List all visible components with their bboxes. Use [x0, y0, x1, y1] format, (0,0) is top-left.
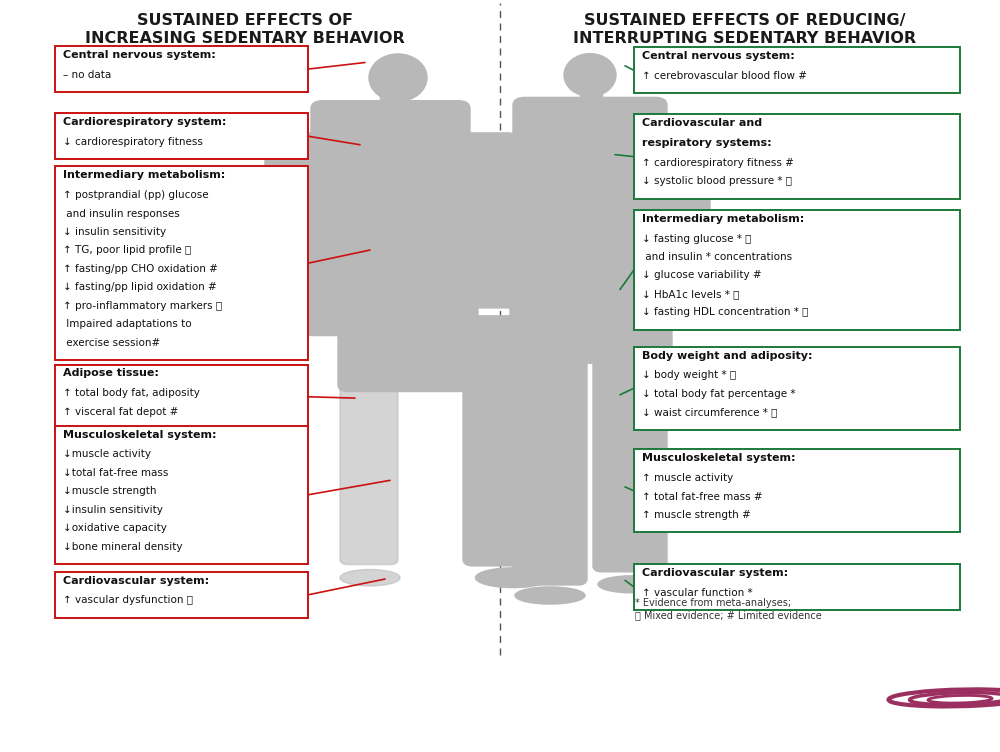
Text: ↓oxidative capacity: ↓oxidative capacity [63, 523, 167, 533]
Text: ↑ postprandial (pp) glucose: ↑ postprandial (pp) glucose [63, 190, 209, 200]
FancyBboxPatch shape [55, 46, 308, 92]
FancyBboxPatch shape [634, 347, 960, 429]
Text: ↓ insulin sensitivity: ↓ insulin sensitivity [63, 227, 166, 237]
Text: ↓ fasting glucose * ❓: ↓ fasting glucose * ❓ [642, 234, 751, 244]
Text: ↑ visceral fat depot #: ↑ visceral fat depot # [63, 407, 178, 417]
Text: society·: society· [870, 731, 916, 744]
Text: * Evidence from meta-analyses;
❓ Mixed evidence; # Limited evidence: * Evidence from meta-analyses; ❓ Mixed e… [635, 599, 822, 620]
Text: – no data: – no data [63, 70, 111, 80]
FancyBboxPatch shape [647, 143, 710, 308]
Text: Cardiovascular system:: Cardiovascular system: [642, 568, 788, 578]
Text: Cardiorespiratory system:: Cardiorespiratory system: [63, 117, 226, 127]
Text: Impaired adaptations to: Impaired adaptations to [63, 319, 192, 329]
Text: ↓ fasting HDL concentration * ❓: ↓ fasting HDL concentration * ❓ [642, 308, 808, 317]
FancyBboxPatch shape [55, 572, 308, 618]
Text: Adipose tissue:: Adipose tissue: [63, 368, 159, 378]
Text: ↓ fasting/pp lipid oxidation #: ↓ fasting/pp lipid oxidation # [63, 282, 217, 293]
FancyBboxPatch shape [380, 87, 405, 111]
FancyBboxPatch shape [472, 143, 535, 308]
Text: ↓muscle activity: ↓muscle activity [63, 450, 151, 459]
Text: ↓ systolic blood pressure * ❓: ↓ systolic blood pressure * ❓ [642, 177, 792, 186]
Text: Intermediary metabolism:: Intermediary metabolism: [642, 214, 804, 224]
FancyBboxPatch shape [55, 113, 308, 159]
FancyBboxPatch shape [634, 114, 960, 199]
Text: ↑ cerebrovascular blood flow #: ↑ cerebrovascular blood flow # [642, 71, 807, 81]
FancyBboxPatch shape [338, 316, 533, 392]
Text: Intermediary metabolism:: Intermediary metabolism: [63, 171, 225, 180]
Text: SUSTAINED EFFECTS OF
INCREASING SEDENTARY BEHAVIOR: SUSTAINED EFFECTS OF INCREASING SEDENTAR… [85, 13, 405, 46]
Text: Central nervous system:: Central nervous system: [642, 51, 795, 62]
FancyBboxPatch shape [340, 376, 398, 565]
Text: ↓ waist circumference * ❓: ↓ waist circumference * ❓ [642, 408, 777, 417]
Text: ↑ total body fat, adiposity: ↑ total body fat, adiposity [63, 388, 200, 399]
FancyBboxPatch shape [513, 346, 587, 585]
Text: Cardiovascular and: Cardiovascular and [642, 118, 762, 129]
Ellipse shape [515, 587, 585, 604]
Text: ↓ cardiorespiratory fitness: ↓ cardiorespiratory fitness [63, 137, 203, 147]
Text: SUSTAINED EFFECTS OF REDUCING/
INTERRUPTING SEDENTARY BEHAVIOR: SUSTAINED EFFECTS OF REDUCING/ INTERRUPT… [573, 13, 917, 46]
FancyBboxPatch shape [634, 47, 960, 93]
Text: ↓ total body fat percentage *: ↓ total body fat percentage * [642, 389, 796, 399]
Ellipse shape [564, 53, 616, 96]
Text: Central nervous system:: Central nervous system: [63, 50, 216, 60]
Text: REVIEWS: REVIEWS [18, 713, 128, 732]
Text: physiological: physiological [870, 705, 947, 718]
Ellipse shape [369, 54, 427, 102]
Text: Musculoskeletal system:: Musculoskeletal system: [63, 429, 216, 440]
Text: ↓muscle strength: ↓muscle strength [63, 487, 156, 496]
FancyBboxPatch shape [634, 210, 960, 329]
Text: . © 2023: . © 2023 [148, 713, 235, 730]
Text: ↓insulin sensitivity: ↓insulin sensitivity [63, 505, 163, 514]
Text: american: american [870, 678, 926, 692]
Text: ↑ vascular function *: ↑ vascular function * [642, 587, 753, 598]
Text: ↑ TG, poor lipid profile ❓: ↑ TG, poor lipid profile ❓ [63, 245, 191, 256]
Text: PHYSIOLOGICAL: PHYSIOLOGICAL [18, 669, 212, 690]
FancyBboxPatch shape [510, 274, 672, 363]
Text: ↓total fat-free mass: ↓total fat-free mass [63, 468, 168, 478]
Text: and insulin * concentrations: and insulin * concentrations [642, 252, 792, 262]
FancyBboxPatch shape [311, 101, 470, 291]
FancyBboxPatch shape [634, 564, 960, 610]
FancyBboxPatch shape [55, 426, 308, 564]
FancyBboxPatch shape [580, 87, 602, 108]
FancyBboxPatch shape [513, 98, 667, 294]
Text: ↓ body weight * ❓: ↓ body weight * ❓ [642, 371, 736, 381]
FancyBboxPatch shape [265, 133, 333, 275]
Text: ↓ HbA1c levels * ❓: ↓ HbA1c levels * ❓ [642, 289, 739, 299]
FancyBboxPatch shape [463, 375, 545, 566]
FancyBboxPatch shape [55, 166, 308, 360]
FancyBboxPatch shape [303, 266, 478, 335]
FancyBboxPatch shape [448, 133, 516, 275]
Text: ↑ cardiorespiratory fitness #: ↑ cardiorespiratory fitness # [642, 158, 794, 168]
Ellipse shape [476, 568, 550, 587]
Text: exercise session#: exercise session# [63, 338, 160, 347]
FancyBboxPatch shape [593, 343, 667, 572]
Text: Cardiovascular system:: Cardiovascular system: [63, 576, 209, 586]
Text: ↓ glucose variability #: ↓ glucose variability # [642, 271, 762, 280]
Text: ↑ vascular dysfunction ❓: ↑ vascular dysfunction ❓ [63, 596, 193, 605]
Text: ↓bone mineral density: ↓bone mineral density [63, 541, 182, 551]
Text: ↑ total fat-free mass #: ↑ total fat-free mass # [642, 492, 763, 502]
FancyBboxPatch shape [634, 450, 960, 532]
FancyBboxPatch shape [55, 365, 308, 429]
Ellipse shape [340, 569, 400, 586]
Text: Musculoskeletal system:: Musculoskeletal system: [642, 453, 796, 463]
Text: respiratory systems:: respiratory systems: [642, 138, 772, 148]
Text: Body weight and adiposity:: Body weight and adiposity: [642, 350, 812, 361]
Text: ↑ pro-inflammatory markers ❓: ↑ pro-inflammatory markers ❓ [63, 301, 222, 311]
Text: and insulin responses: and insulin responses [63, 208, 180, 219]
Text: ↑ muscle strength #: ↑ muscle strength # [642, 510, 751, 520]
Text: ↑ fasting/pp CHO oxidation #: ↑ fasting/pp CHO oxidation # [63, 264, 218, 274]
Ellipse shape [598, 576, 666, 593]
Text: ↑ muscle activity: ↑ muscle activity [642, 473, 733, 483]
